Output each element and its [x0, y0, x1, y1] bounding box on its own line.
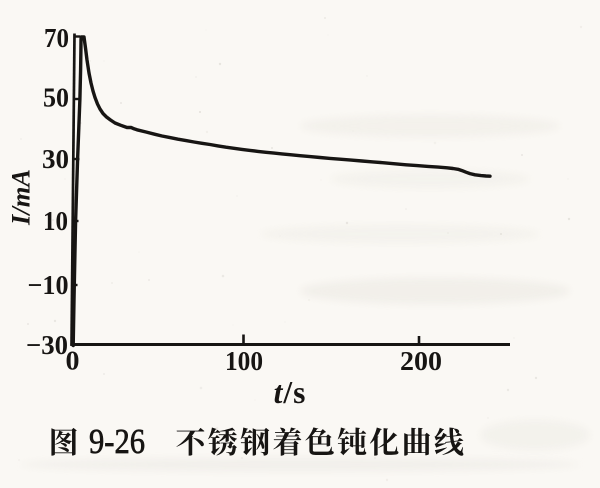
svg-text:50: 50 [43, 83, 69, 113]
svg-text:I/mA: I/mA [6, 169, 36, 226]
svg-text:0: 0 [66, 346, 80, 376]
svg-text:30: 30 [42, 144, 69, 174]
svg-text:−10: −10 [28, 270, 69, 300]
svg-text:9-26: 9-26 [89, 422, 145, 461]
svg-text:10: 10 [43, 206, 68, 236]
svg-text:t/s: t/s [274, 375, 307, 410]
svg-text:70: 70 [44, 23, 69, 53]
svg-text:−30: −30 [26, 330, 68, 360]
svg-text:200: 200 [400, 346, 442, 376]
svg-text:100: 100 [225, 346, 263, 376]
